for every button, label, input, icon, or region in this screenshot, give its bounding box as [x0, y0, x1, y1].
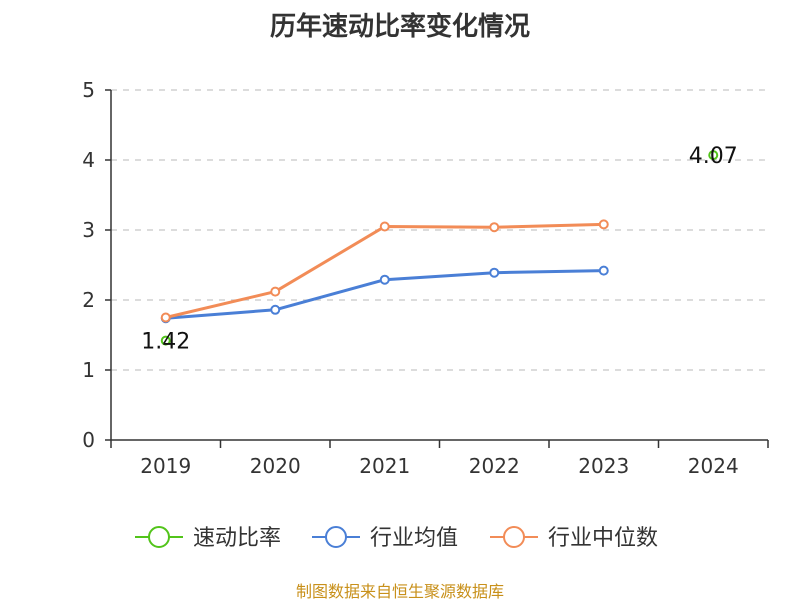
x-tick-label-2022: 2022 [469, 454, 520, 478]
legend-item-1[interactable]: 行业均值 [312, 526, 458, 551]
data-point[interactable] [598, 265, 609, 276]
data-point[interactable] [270, 286, 281, 297]
axes: 0 1 2 3 4 5 2019 2020 2021 2022 2023 2024 [82, 78, 769, 478]
x-tick-label-2021: 2021 [359, 454, 410, 478]
legend-marker [148, 526, 170, 548]
data-point[interactable] [160, 335, 171, 346]
legend-label: 行业均值 [370, 526, 458, 551]
y-tick-label: 0 [82, 428, 95, 452]
grid-lines [111, 89, 768, 371]
x-tick-label-2019: 2019 [140, 454, 191, 478]
legend-label: 行业中位数 [548, 526, 658, 551]
legend-item-2[interactable]: 行业中位数 [490, 526, 658, 551]
data-point[interactable] [379, 221, 390, 232]
y-tick-label: 5 [82, 78, 95, 102]
data-labels: 1.42 4.07 [141, 144, 737, 355]
data-point[interactable] [489, 222, 500, 233]
y-tick-label: 3 [82, 218, 95, 242]
data-point[interactable] [270, 304, 281, 315]
legend-item-0[interactable]: 速动比率 [135, 526, 281, 551]
y-tick-label: 2 [82, 288, 95, 312]
data-point[interactable] [489, 267, 500, 278]
x-tick-label-2024: 2024 [688, 454, 739, 478]
series-lines [160, 150, 719, 346]
x-tick-label-2020: 2020 [250, 454, 301, 478]
data-point[interactable] [160, 312, 171, 323]
legend[interactable]: 速动比率 行业均值 行业中位数 [135, 526, 658, 551]
x-tick-label-2023: 2023 [578, 454, 629, 478]
data-label: 1.42 [141, 330, 190, 355]
y-tick-label: 1 [82, 358, 95, 382]
data-point[interactable] [379, 274, 390, 285]
source-note: 制图数据来自恒生聚源数据库 [295, 582, 504, 601]
chart-title: 历年速动比率变化情况 [269, 12, 530, 42]
legend-marker [503, 526, 525, 548]
legend-marker [325, 526, 347, 548]
data-point[interactable] [598, 219, 609, 230]
data-label: 4.07 [689, 144, 738, 169]
y-tick-label: 4 [82, 148, 95, 172]
data-point[interactable] [708, 150, 719, 161]
legend-label: 速动比率 [193, 526, 281, 551]
